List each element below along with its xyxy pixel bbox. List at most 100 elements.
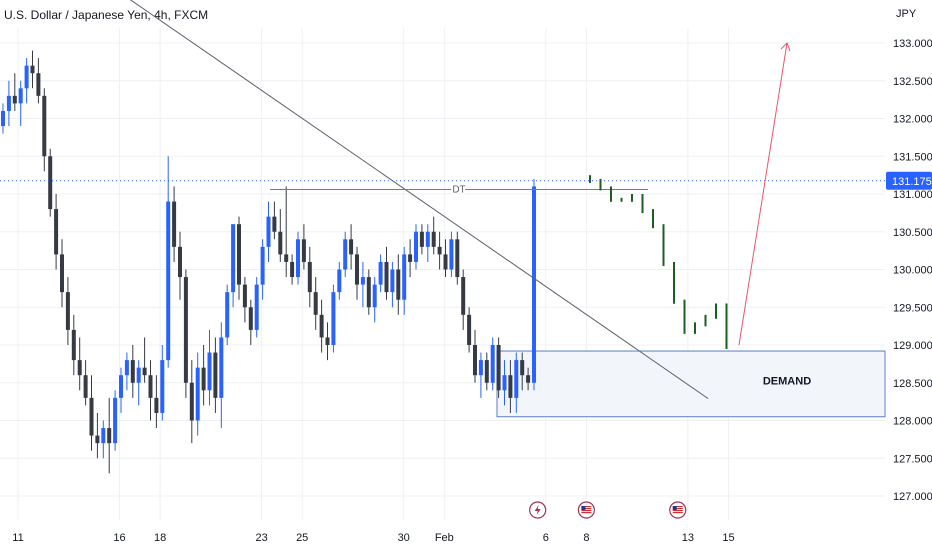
- candle-body: [372, 284, 377, 308]
- candle-body: [455, 239, 460, 278]
- grid-layer: [0, 28, 885, 520]
- x-tick-label: Feb: [435, 532, 454, 544]
- x-tick-label: 30: [398, 532, 410, 544]
- candle-body: [278, 231, 283, 255]
- candle-body: [225, 292, 230, 338]
- y-tick-label: 128.000: [893, 416, 932, 428]
- forecast-arrow-head: [780, 42, 791, 52]
- candle-body: [490, 345, 495, 383]
- candle-body: [83, 375, 88, 398]
- candle-body: [231, 224, 236, 293]
- demand-zone: [496, 350, 886, 418]
- candle-body: [24, 65, 29, 89]
- candle-body: [195, 367, 200, 421]
- y-tick-label: 128.500: [893, 378, 932, 390]
- candle-body: [207, 352, 212, 391]
- y-tick-label: 132.500: [893, 76, 932, 88]
- candle-body: [260, 246, 265, 285]
- us-flag-icon-stripe: [672, 510, 683, 511]
- x-tick-label: 16: [113, 532, 125, 544]
- candle-body: [183, 277, 188, 383]
- candle-body: [266, 216, 271, 247]
- us-flag-icon-stripe: [672, 508, 683, 509]
- candle-layer: [1, 50, 536, 474]
- us-flag-icon-canton: [672, 506, 677, 510]
- candle-body: [526, 375, 531, 383]
- candle-body: [77, 360, 82, 376]
- y-tick-label: 127.000: [893, 491, 932, 503]
- candle-body: [355, 254, 359, 285]
- candle-body: [1, 110, 5, 127]
- us-flag-icon-stripe: [672, 506, 683, 507]
- us-flag-icon-stripe: [581, 512, 592, 513]
- us-flag-icon-canton: [581, 506, 586, 510]
- x-tick-label: 18: [154, 532, 166, 544]
- candle-body: [154, 397, 159, 413]
- candle-body: [366, 277, 371, 308]
- candle-body: [449, 239, 454, 270]
- candle-body: [113, 397, 118, 444]
- us-flag-icon-stripe: [581, 508, 592, 509]
- candle-body: [178, 246, 182, 278]
- candle-body: [508, 375, 513, 398]
- candle-body: [384, 261, 389, 293]
- currency-label: JPY: [896, 8, 917, 20]
- candle-body: [119, 375, 123, 398]
- candle-body: [502, 375, 507, 391]
- candle-body: [325, 337, 330, 345]
- x-tick-label: 23: [255, 532, 267, 544]
- candle-body: [148, 375, 153, 398]
- candle-body: [101, 428, 106, 444]
- candle-body: [478, 360, 483, 376]
- current-price-value: 131.175: [892, 176, 932, 188]
- candle-body: [296, 239, 300, 278]
- candle-body: [272, 216, 277, 232]
- x-tick-label: 15: [722, 532, 734, 544]
- x-tick-label: 8: [583, 532, 589, 544]
- candle-body: [473, 345, 477, 376]
- candle-body: [242, 284, 247, 308]
- candle-body: [319, 314, 324, 338]
- candle-body: [136, 367, 141, 383]
- candle-body: [248, 307, 253, 330]
- candle-body: [307, 261, 312, 293]
- candle-body: [48, 156, 53, 210]
- candle-body: [284, 254, 289, 262]
- us-flag-icon-stripe: [672, 512, 683, 513]
- candle-body: [89, 397, 94, 436]
- zone-layer: [496, 350, 886, 418]
- candle-body: [71, 329, 76, 361]
- candle-body: [313, 292, 318, 315]
- candle-body: [30, 65, 35, 74]
- candle-body: [219, 337, 224, 398]
- candle-body: [349, 239, 354, 255]
- candle-body: [130, 360, 135, 383]
- candle-body: [461, 277, 466, 315]
- lightning-icon-glyph: [534, 505, 541, 515]
- y-tick-label: 130.000: [893, 265, 932, 277]
- candle-body: [402, 254, 407, 300]
- y-tick-label: 132.000: [893, 114, 932, 126]
- candle-body: [142, 367, 147, 376]
- candle-body: [237, 224, 241, 285]
- candle-body: [408, 254, 413, 262]
- candle-body: [42, 95, 47, 157]
- x-tick-label: 25: [296, 532, 308, 544]
- candle-body: [520, 360, 525, 376]
- candle-body: [514, 360, 519, 398]
- candle-body: [60, 254, 64, 293]
- trendline: [129, 0, 709, 400]
- candle-body: [431, 231, 436, 247]
- y-tick-label: 131.500: [893, 151, 932, 163]
- candle-body: [443, 254, 448, 270]
- axis-layer: JPY133.000132.500132.000131.500131.00013…: [12, 8, 932, 544]
- candle-body: [65, 292, 70, 330]
- candle-body: [331, 292, 336, 345]
- candle-body: [160, 360, 165, 413]
- candle-body: [6, 95, 11, 111]
- candle-body: [343, 239, 348, 270]
- y-tick-label: 129.000: [893, 340, 932, 352]
- candle-body: [360, 277, 365, 285]
